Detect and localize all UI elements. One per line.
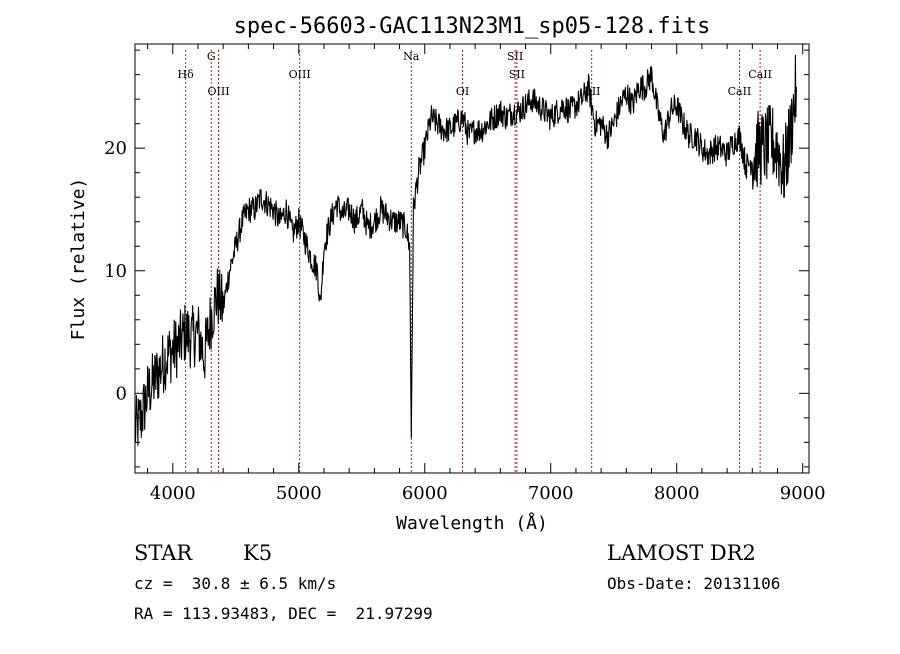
spectral-line-label: OIII [289,68,311,81]
spectrum-line [134,54,797,446]
axis-ticks: 4000 5000 6000 7000 8000 9000 0 10 20 [104,44,826,504]
y-tick-label: 0 [116,383,127,404]
x-axis-label: Wavelength (Å) [396,512,548,534]
x-tick-label: 5000 [276,483,322,504]
spectral-line-label: OIII [207,85,229,98]
spectral-line-label: CaII [728,85,752,98]
x-tick-label: 7000 [528,483,574,504]
x-tick-label: 6000 [402,483,448,504]
y-axis-label: Flux (relative) [68,178,89,341]
spectral-line-label: Na [403,50,420,63]
object-subclass: K5 [243,541,272,565]
spectral-line-label: OI [456,85,469,98]
x-tick-label: 8000 [654,483,700,504]
spectral-line-label: SII [509,68,525,81]
survey-name: LAMOST DR2 [607,541,756,565]
coordinates-readout: RA = 113.93483, DEC = 21.97299 [134,604,433,623]
plot-frame [134,43,810,474]
spectral-line-label: G [207,50,216,63]
x-tick-label: 4000 [150,483,196,504]
spectral-line-label: SII [507,50,523,63]
velocity-readout: cz = 30.8 ± 6.5 km/s [134,574,336,593]
observation-date: Obs-Date: 20131106 [607,574,780,593]
spectral-line-label: Hδ [178,68,195,81]
y-tick-label: 20 [104,138,127,159]
y-tick-label: 10 [104,261,127,282]
x-tick-label: 9000 [780,483,826,504]
chart-title: spec-56603-GAC113N23M1_sp05-128.fits [234,14,711,39]
object-class: STAR [134,541,193,565]
spectral-line-label: CaII [748,68,772,81]
